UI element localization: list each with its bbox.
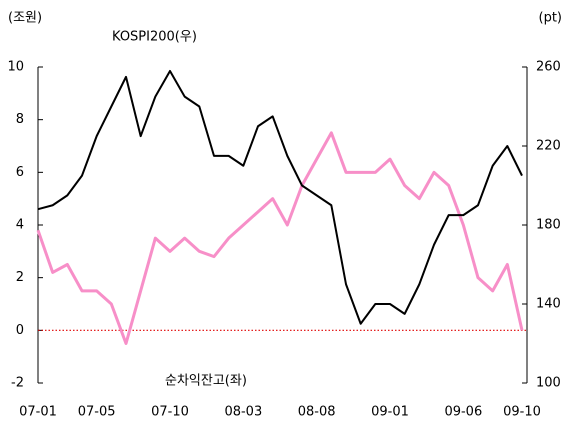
y-tick-label: 4	[16, 218, 24, 233]
x-tick-label: 09-10	[503, 405, 541, 420]
x-tick-label: 07-05	[78, 405, 116, 420]
x-tick-label: 08-03	[224, 405, 262, 420]
x-tick-label: 09-06	[444, 405, 482, 420]
x-tick-label: 07-10	[151, 405, 189, 420]
y2-tick-label: 100	[536, 376, 561, 391]
y-tick-label: 6	[16, 165, 24, 180]
y-tick-label: 8	[16, 112, 24, 127]
y-tick-label: 2	[16, 270, 24, 285]
series-line	[37, 69, 523, 325]
y2-tick-label: 260	[536, 60, 561, 75]
y-tick-label: 10	[7, 60, 24, 75]
series-line	[36, 131, 524, 345]
x-tick-label: 07-01	[19, 405, 57, 420]
y2-unit-label: (pt)	[539, 11, 563, 26]
series-label: 순차익잔고(좌)	[165, 374, 247, 389]
series-label: KOSPI200(우)	[112, 30, 197, 45]
x-tick-label: 09-01	[371, 405, 409, 420]
x-tick-label: 08-08	[298, 405, 336, 420]
y2-tick-label: 180	[536, 218, 561, 233]
y-tick-label: -2	[11, 376, 24, 391]
y2-tick-label: 220	[536, 139, 561, 154]
y2-tick-label: 140	[536, 297, 561, 312]
y-tick-label: 0	[16, 323, 24, 338]
y-unit-label: (조원)	[8, 11, 42, 26]
